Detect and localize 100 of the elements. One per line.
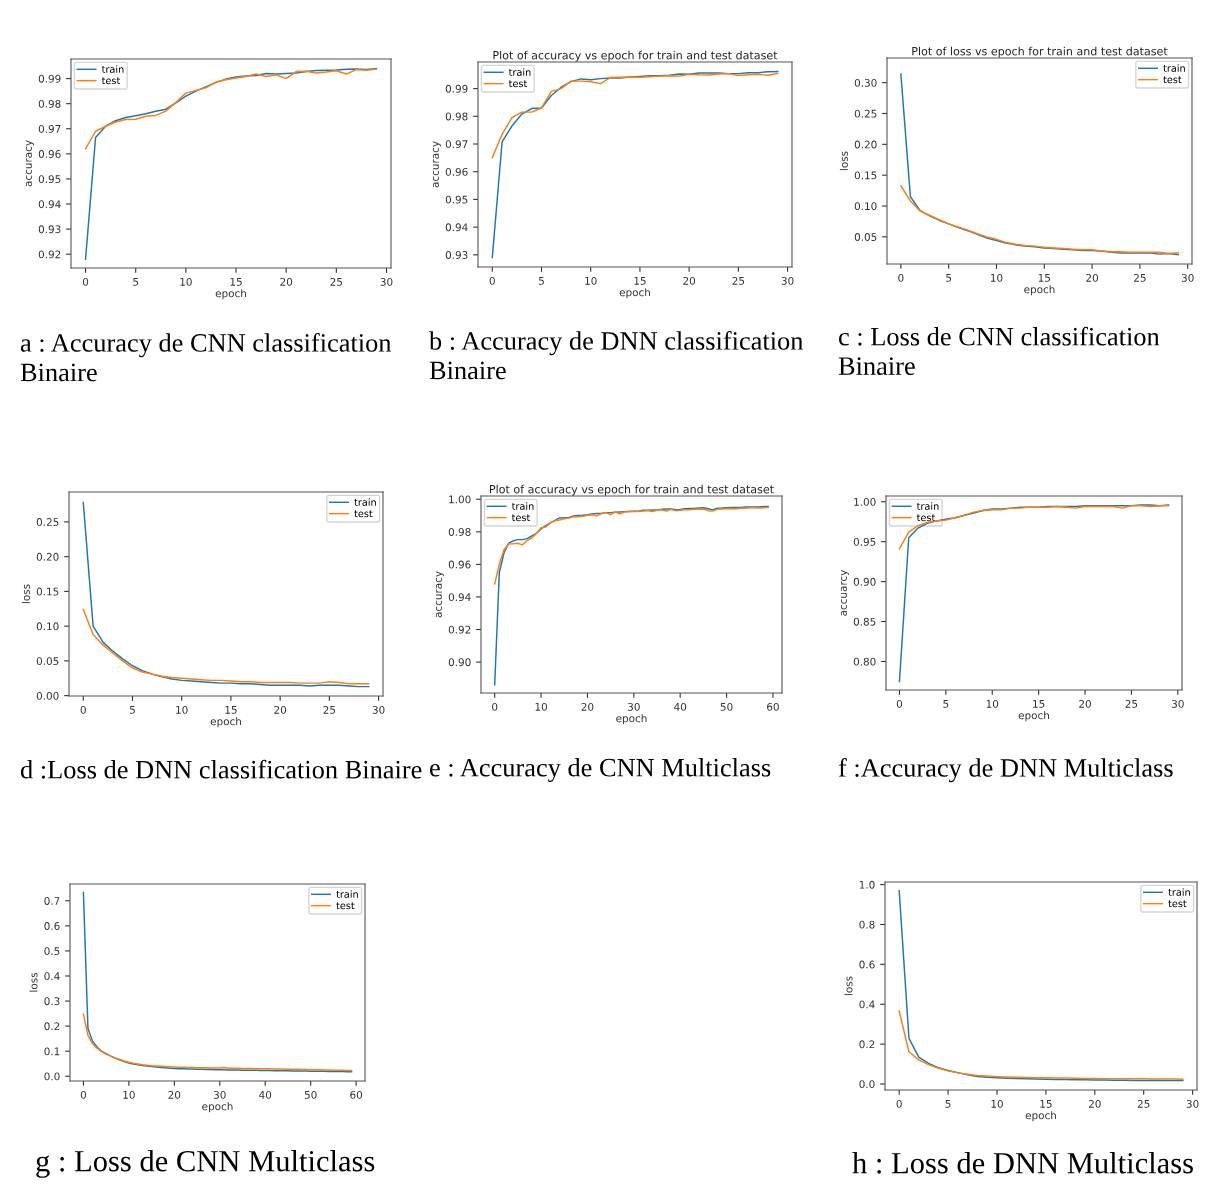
legend-label: train xyxy=(1168,888,1190,896)
y-tick-label: 0.98 xyxy=(445,112,468,121)
text: g : Loss de CNN Multiclass xyxy=(36,1150,375,1178)
text: d :Loss de DNN classification Binaire xyxy=(20,759,422,779)
y-axis-title: accuracy xyxy=(435,571,444,618)
x-tick-label: 10 xyxy=(986,699,999,708)
x-tick-label: 15 xyxy=(1038,274,1050,282)
y-tick-label: 0.93 xyxy=(445,251,468,259)
y-axis-title: accuracy xyxy=(25,140,34,187)
y-tick-label: 0.20 xyxy=(36,552,59,561)
y-tick-label: 0.4 xyxy=(44,972,60,981)
y-tick-label: 0.6 xyxy=(44,922,60,930)
y-axis-title: loss xyxy=(839,151,848,171)
x-tick-label: 15 xyxy=(230,278,242,286)
y-tick-label: 0.95 xyxy=(38,175,61,184)
x-tick-label: 5 xyxy=(538,277,544,285)
legend-label: train xyxy=(336,890,358,898)
legend-label: train xyxy=(508,68,531,76)
x-tick-label: 20 xyxy=(274,705,287,714)
y-tick-label: 0.96 xyxy=(38,150,61,158)
y-tick-label: 0.94 xyxy=(445,223,468,232)
y-tick-label: 0.3 xyxy=(44,997,60,1006)
y-tick-label: 0.5 xyxy=(44,947,60,956)
x-axis-title: epoch xyxy=(619,288,650,299)
x-tick-label: 15 xyxy=(1033,700,1045,708)
x-axis-title: epoch xyxy=(202,1102,233,1113)
y-tick-label: 0.10 xyxy=(36,622,59,631)
x-axis-title: epoch xyxy=(1024,285,1055,296)
x-tick-label: 50 xyxy=(720,702,733,711)
x-axis-title: epoch xyxy=(215,289,246,300)
y-axis-title: accuracy xyxy=(432,141,441,188)
x-tick-label: 10 xyxy=(991,1099,1003,1108)
x-tick-label: 10 xyxy=(123,1090,135,1099)
y-tick-label: 0.05 xyxy=(36,657,59,666)
x-tick-label: 10 xyxy=(535,702,547,711)
x-tick-label: 10 xyxy=(585,276,597,285)
x-tick-label: 30 xyxy=(380,277,393,286)
y-tick-label: 0.98 xyxy=(448,528,471,536)
x-tick-label: 25 xyxy=(330,277,343,286)
legend-label: test xyxy=(1163,76,1182,84)
legend-label: train xyxy=(916,502,939,510)
x-tick-label: 0 xyxy=(80,1090,87,1099)
y-tick-label: 0.6 xyxy=(859,960,875,969)
x-tick-label: 0 xyxy=(896,1099,902,1108)
x-tick-label: 20 xyxy=(168,1090,181,1099)
y-tick-label: 0.90 xyxy=(448,658,471,667)
y-tick-label: 0.92 xyxy=(448,625,471,634)
legend-label: train xyxy=(101,65,124,73)
y-tick-label: 0.97 xyxy=(445,140,468,149)
x-tick-label: 60 xyxy=(767,702,779,711)
line-series xyxy=(898,1010,1184,1080)
x-tick-label: 5 xyxy=(945,1100,951,1108)
legend-label: train xyxy=(511,502,534,510)
y-tick-label: 1.00 xyxy=(449,495,471,504)
y-tick-label: 0.2 xyxy=(44,1022,60,1031)
y-tick-label: 0.15 xyxy=(36,587,59,596)
x-tick-label: 25 xyxy=(323,705,336,714)
x-tick-label: 30 xyxy=(213,1090,226,1099)
y-tick-label: 0.25 xyxy=(36,518,59,526)
x-tick-label: 20 xyxy=(683,276,696,285)
y-tick-label: 0.20 xyxy=(854,140,877,149)
y-axis-title: loss xyxy=(29,972,38,992)
y-tick-label: 0.30 xyxy=(854,78,877,87)
y-tick-label: 0.00 xyxy=(36,691,59,700)
y-tick-label: 0.0 xyxy=(44,1072,60,1081)
x-tick-label: 25 xyxy=(732,276,745,285)
y-tick-label: 0.98 xyxy=(38,99,61,108)
legend-label: test xyxy=(511,514,531,522)
line-series xyxy=(491,70,779,259)
y-tick-label: 0.8 xyxy=(859,920,875,929)
x-tick-label: 20 xyxy=(280,277,293,286)
line-series xyxy=(84,67,378,260)
legend-label: test xyxy=(101,77,121,85)
x-tick-label: 50 xyxy=(304,1090,317,1099)
x-tick-label: 0 xyxy=(489,276,495,285)
legend-label: train xyxy=(354,498,376,506)
x-tick-label: 15 xyxy=(225,706,237,714)
legend-label: test xyxy=(1168,900,1187,908)
x-tick-label: 30 xyxy=(781,276,794,285)
y-axis-title: loss xyxy=(21,584,30,604)
x-tick-label: 30 xyxy=(627,702,640,711)
x-tick-label: 20 xyxy=(581,702,594,711)
x-tick-label: 25 xyxy=(1137,1099,1150,1108)
y-tick-label: 0.05 xyxy=(854,233,877,241)
x-tick-label: 40 xyxy=(674,702,687,711)
x-tick-label: 15 xyxy=(634,277,646,285)
y-tick-label: 0.10 xyxy=(854,202,877,211)
y-tick-label: 0.93 xyxy=(38,225,61,234)
x-tick-label: 5 xyxy=(946,274,952,282)
y-tick-label: 1.0 xyxy=(859,880,875,889)
x-tick-label: 0 xyxy=(80,705,86,714)
x-tick-label: 20 xyxy=(1088,1099,1101,1108)
line-series xyxy=(82,608,370,685)
x-tick-label: 5 xyxy=(129,706,135,714)
chart-title: Plot of accuracy vs epoch for train and test dataset xyxy=(493,50,778,62)
x-tick-label: 0 xyxy=(82,277,89,286)
x-tick-label: 30 xyxy=(1171,699,1184,708)
x-tick-label: 30 xyxy=(1186,1099,1199,1108)
y-tick-label: 0.85 xyxy=(853,617,876,626)
x-tick-label: 0 xyxy=(492,702,498,711)
